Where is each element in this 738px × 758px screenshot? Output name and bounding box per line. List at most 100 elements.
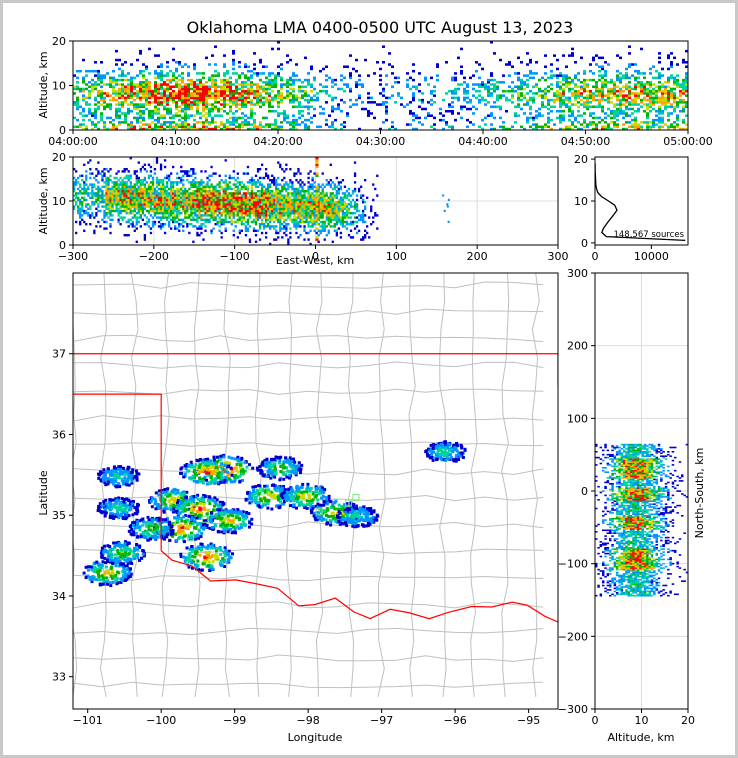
density-cell <box>105 198 108 202</box>
density-cell <box>287 183 290 186</box>
density-cell <box>142 69 145 73</box>
density-cell <box>232 101 235 104</box>
density-cell <box>285 168 288 171</box>
density-cell <box>139 203 142 206</box>
density-cell <box>277 203 280 206</box>
density-cell <box>154 72 157 75</box>
density-cell <box>79 190 82 193</box>
density-cell <box>240 220 244 224</box>
density-cell <box>514 85 517 89</box>
density-cell <box>676 116 679 120</box>
density-cell <box>159 205 163 208</box>
density-cell <box>186 179 189 182</box>
density-cell <box>228 203 231 206</box>
density-cell <box>167 203 171 206</box>
density-cell <box>353 174 357 177</box>
density-cell <box>345 203 349 206</box>
density-cell <box>646 103 649 106</box>
density-cell <box>607 101 610 104</box>
density-cell <box>658 125 661 129</box>
density-cell <box>184 105 187 109</box>
density-cell <box>586 125 589 129</box>
density-cell <box>159 181 163 184</box>
density-cell <box>508 89 511 93</box>
density-cell <box>73 198 76 202</box>
density-cell <box>260 220 264 224</box>
density-cell <box>196 190 199 193</box>
density-cell <box>112 96 115 100</box>
density-cell <box>256 85 259 89</box>
density-cell <box>113 181 116 184</box>
density-cell <box>556 58 559 62</box>
density-cell <box>601 67 604 71</box>
density-cell <box>313 229 316 232</box>
density-cell <box>523 96 526 100</box>
density-cell <box>165 198 169 202</box>
density-cell <box>163 201 167 204</box>
density-cell <box>135 201 138 204</box>
density-cell <box>275 218 278 221</box>
density-cell <box>167 179 171 182</box>
density-cell <box>285 227 288 230</box>
density-cell <box>577 109 580 113</box>
density-cell <box>135 227 138 230</box>
density-cell <box>340 127 343 130</box>
density-cell <box>673 78 676 82</box>
density-cell <box>117 201 120 204</box>
density-cell <box>335 214 339 217</box>
density-cell <box>285 234 288 237</box>
density-cell <box>264 168 268 171</box>
density-cell <box>244 121 247 124</box>
density-cell <box>211 54 214 57</box>
density-cell <box>490 72 493 75</box>
density-cell <box>192 207 195 210</box>
density-cell <box>130 63 133 66</box>
density-cell <box>580 85 583 89</box>
density-cell <box>267 225 270 228</box>
density-cell <box>236 220 239 224</box>
density-cell <box>655 76 658 80</box>
density-cell <box>616 74 619 77</box>
density-cell <box>625 76 628 80</box>
density-cell <box>256 181 260 184</box>
density-cell <box>127 234 130 237</box>
density-cell <box>123 234 126 237</box>
density-cell <box>123 209 126 213</box>
density-cell <box>339 209 343 213</box>
density-cell <box>172 125 175 129</box>
density-cell <box>202 214 205 217</box>
density-cell <box>355 69 358 73</box>
density-cell <box>163 121 166 124</box>
density-cell <box>283 214 286 217</box>
density-cell <box>269 218 272 221</box>
density-cell <box>619 103 622 106</box>
density-cell <box>99 187 102 191</box>
density-cell <box>178 63 181 66</box>
density-cell <box>607 81 610 84</box>
density-cell <box>323 185 326 188</box>
density-cell <box>339 205 343 208</box>
density-cell <box>240 201 244 204</box>
density-cell <box>655 96 658 100</box>
density-cell <box>161 212 165 215</box>
density-cell <box>103 83 106 86</box>
density-cell <box>559 103 562 106</box>
density-cell <box>97 205 100 208</box>
density-cell <box>258 207 262 210</box>
density-cell <box>220 218 223 221</box>
density-cell <box>188 192 191 195</box>
density-cell <box>115 198 118 202</box>
density-cell <box>124 96 127 100</box>
density-cell <box>115 112 118 115</box>
density-cell <box>586 85 589 89</box>
density-cell <box>167 201 171 204</box>
density-cell <box>322 85 325 89</box>
density-cell <box>224 212 227 215</box>
density-cell <box>81 214 84 217</box>
density-cell <box>217 101 220 104</box>
density-cell <box>260 214 264 217</box>
density-cell <box>271 192 274 195</box>
density-cell <box>544 94 547 97</box>
density-cell <box>241 112 244 115</box>
density-cell <box>190 81 193 84</box>
